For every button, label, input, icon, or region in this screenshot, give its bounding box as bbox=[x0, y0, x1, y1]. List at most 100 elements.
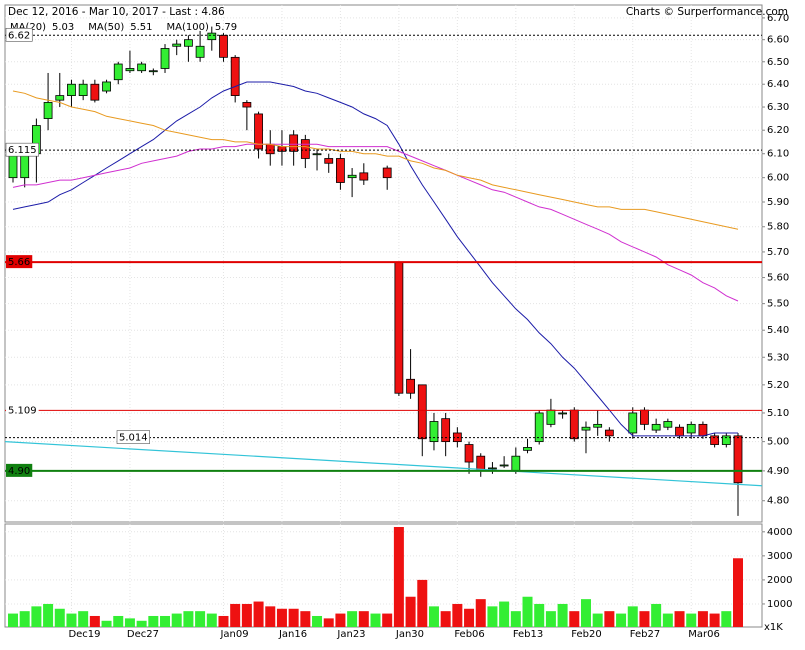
level-label-box bbox=[6, 403, 39, 417]
candle-body bbox=[359, 172, 369, 181]
y-tick-label: 5.80 bbox=[767, 222, 789, 233]
ma-line bbox=[12, 81, 738, 437]
legend-name: MA(50) bbox=[88, 22, 124, 33]
x-tick-label: Dec27 bbox=[127, 629, 159, 640]
volume-bar bbox=[393, 527, 404, 627]
volume-bar bbox=[651, 603, 662, 627]
volume-bar bbox=[101, 620, 112, 627]
candle-body bbox=[604, 429, 614, 437]
volume-bar bbox=[674, 611, 685, 627]
y-tick-label: 5.10 bbox=[767, 408, 789, 419]
volume-bar bbox=[136, 620, 147, 627]
unit-label: x1K bbox=[764, 622, 783, 633]
candle-body bbox=[382, 167, 392, 179]
legend-name: MA(20) bbox=[10, 22, 46, 33]
volume-bar bbox=[709, 613, 720, 627]
y-tick-label: 6.60 bbox=[767, 35, 789, 46]
candle-body bbox=[43, 102, 53, 119]
volume-bar bbox=[183, 611, 194, 627]
x-tick-label: Feb06 bbox=[454, 629, 484, 640]
candle-body bbox=[663, 421, 673, 428]
candle-body bbox=[651, 423, 661, 431]
ma-line bbox=[12, 143, 739, 302]
volume-bar bbox=[323, 618, 334, 627]
candle-body bbox=[336, 158, 345, 183]
candle-body bbox=[219, 34, 228, 58]
volume-bar bbox=[148, 615, 159, 627]
y-tick-label: 4.80 bbox=[767, 496, 789, 507]
level-label-box bbox=[116, 430, 150, 444]
candle-body bbox=[546, 409, 556, 425]
y-tick-label: 5.60 bbox=[767, 273, 789, 284]
candle-body bbox=[417, 384, 427, 440]
legend-value: 5.79 bbox=[215, 22, 237, 33]
volume-bar bbox=[300, 611, 311, 627]
candle-body bbox=[78, 83, 88, 96]
candle-body bbox=[125, 68, 135, 72]
volume-bar bbox=[66, 613, 77, 627]
candle-body bbox=[300, 139, 310, 159]
marks bbox=[4, 26, 763, 627]
y-tick-label: 5.00 bbox=[767, 437, 789, 448]
candle-body bbox=[102, 81, 111, 92]
volume-bar bbox=[358, 611, 369, 627]
y-tick-label: 1000 bbox=[767, 599, 792, 610]
volume-bar bbox=[569, 611, 580, 627]
volume-bar bbox=[616, 613, 627, 627]
y-tick-label: 6.70 bbox=[767, 13, 789, 24]
level-label: 4.90 bbox=[8, 466, 30, 477]
ma-line bbox=[12, 90, 739, 230]
legend-value: 5.51 bbox=[130, 22, 152, 33]
x-tick-label: Jan30 bbox=[395, 629, 424, 640]
volume-bar bbox=[428, 606, 439, 627]
candle-body bbox=[148, 70, 158, 73]
x-tick-label: Jan16 bbox=[278, 629, 307, 640]
volume-bar bbox=[160, 615, 171, 627]
level-label-box bbox=[5, 142, 39, 157]
candle-body bbox=[710, 435, 720, 445]
x-tick-label: Feb13 bbox=[513, 629, 543, 640]
volume-bar bbox=[440, 611, 451, 627]
volume-bar bbox=[206, 613, 217, 627]
candle-body bbox=[698, 423, 708, 437]
x-tick-label: Dec19 bbox=[68, 629, 100, 640]
volume-bar bbox=[124, 618, 135, 627]
volume-bar bbox=[464, 608, 475, 627]
y-tick-label: 3000 bbox=[767, 551, 792, 562]
volume-bar bbox=[475, 599, 486, 627]
candle-body bbox=[312, 153, 322, 156]
volume-bar bbox=[545, 611, 556, 627]
volume-bar bbox=[43, 603, 54, 627]
volume-bar bbox=[417, 579, 428, 627]
candle-body bbox=[67, 83, 76, 96]
candle-body bbox=[733, 435, 743, 484]
candle-body bbox=[511, 455, 521, 472]
volume-bar bbox=[218, 615, 229, 627]
candle-body bbox=[488, 467, 497, 470]
volume-bar bbox=[499, 601, 510, 627]
candle-body bbox=[429, 421, 439, 443]
candle-body bbox=[242, 102, 252, 108]
y-tick-label: 4000 bbox=[767, 527, 792, 538]
candle-body bbox=[721, 435, 731, 445]
volume-bar bbox=[452, 603, 463, 627]
candle-body bbox=[254, 113, 263, 150]
volume-bar bbox=[230, 603, 241, 627]
volume-bar bbox=[627, 606, 638, 627]
chart-header: Dec 12, 2016 - Mar 10, 2017 - Last : 4.8… bbox=[8, 6, 225, 18]
credit: Charts © Surperformance.com bbox=[626, 6, 788, 18]
candle-body bbox=[347, 174, 357, 179]
volume-bar bbox=[19, 611, 30, 627]
volume-bar bbox=[195, 611, 206, 627]
candle-body bbox=[8, 153, 18, 179]
volume-bar bbox=[335, 613, 346, 627]
candle-body bbox=[289, 134, 299, 152]
volume-bar bbox=[510, 611, 521, 627]
level-label: 5.014 bbox=[119, 433, 148, 444]
volume-bar bbox=[253, 601, 264, 627]
level-label-box bbox=[6, 463, 33, 477]
legend-name: MA(100) bbox=[167, 22, 209, 33]
y-tick-label: 4.90 bbox=[767, 466, 789, 477]
volume-bar bbox=[347, 611, 358, 627]
